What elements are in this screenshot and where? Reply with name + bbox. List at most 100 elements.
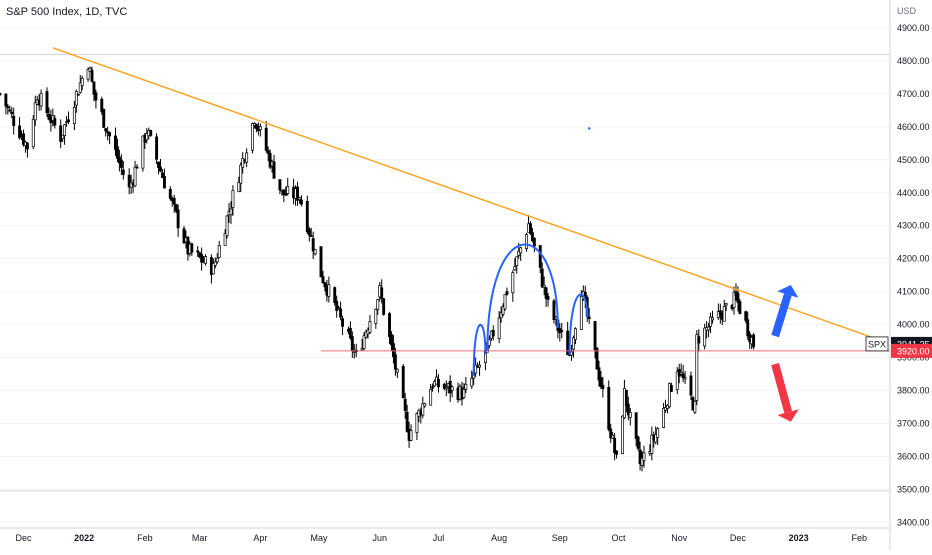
candle-body [114,135,117,150]
candle-body [415,413,419,433]
x-tick-label: Jul [433,533,445,543]
pattern-arc [472,323,487,376]
candle-body [12,115,16,126]
candle-body [100,98,104,112]
candle-body [636,436,640,449]
candle-body [621,415,624,455]
candle-body [574,328,577,340]
x-tick-label: Apr [253,533,267,543]
y-tick-label: 4400.00 [897,188,930,198]
candle-body [129,182,133,188]
candle-body [429,389,433,406]
candle-body [321,276,325,283]
candle-body [403,398,407,411]
candle-body [335,300,339,311]
candle-body [642,452,646,461]
candle-body [215,257,219,263]
candle-body [4,93,8,107]
x-tick-label: Mar [192,533,208,543]
resistance-trendline [52,47,874,339]
candle-body [337,307,341,309]
candle-body [497,317,501,340]
candle-body [517,250,521,256]
candle-body [264,127,268,151]
candle-body [462,388,466,398]
candle-body [478,364,482,368]
candle-body [640,457,644,466]
up-arrow-shaft [771,293,792,338]
candle-body [258,126,262,131]
candle-body [542,284,546,288]
candle-body [0,93,2,95]
candle-body [213,261,217,266]
candle-body [231,190,235,208]
candle-body [395,368,399,373]
candle-body [487,339,491,346]
candle-body [313,249,317,255]
y-tick-label: 3700.00 [897,418,930,428]
candle-body [200,254,204,263]
y-tick-label: 4300.00 [897,221,930,231]
candle-body [348,327,352,339]
candle-body [225,215,229,237]
candle-body [104,128,108,132]
candle-body [560,330,564,332]
candle-body [681,373,685,379]
candle-body [511,272,515,294]
candle-body [724,303,728,306]
candle-body [92,81,96,95]
chart-title: S&P 500 Index, 1D, TVC [6,6,128,18]
candle-body [59,125,63,142]
support-price-text: 3920.00 [897,346,930,356]
candle-body [121,169,125,175]
candle-body [159,166,162,172]
candle-body [595,347,599,370]
candle-body [172,197,176,205]
candle-body [374,308,378,324]
y-tick-label: 4900.00 [897,23,930,33]
candle-body [669,385,673,392]
candle-body [525,234,528,250]
symbol-tag-text: SPX [868,339,886,349]
candle-body [162,176,166,189]
candle-body [323,282,327,288]
candle-body [662,407,666,428]
candle-body [241,158,245,168]
x-tick-label: Dec [15,533,32,543]
candle-body [72,106,76,125]
candle-body [278,179,282,191]
candle-body [391,343,395,358]
candle-body [638,449,642,465]
candle-body [352,351,356,353]
y-tick-label: 3400.00 [897,517,930,527]
candle-body [74,91,78,106]
candle-body [115,146,119,159]
y-tick-label: 3800.00 [897,385,930,395]
candle-body [736,292,740,303]
candle-body [442,383,446,389]
marker-dot [587,127,591,130]
candle-body [127,174,131,188]
candle-body [615,450,619,455]
candle-body [65,121,69,123]
candle-body [613,437,617,454]
candle-body [80,77,84,86]
candle-body [229,208,233,216]
candle-body [390,334,393,346]
y-tick-label: 4000.00 [897,320,930,330]
candle-body [333,287,337,304]
candle-body [464,383,468,390]
candle-body [217,245,221,258]
candle-body [650,434,654,454]
candle-body [431,386,435,389]
candle-body [544,287,548,299]
candle-body [94,92,98,101]
candle-body [39,93,43,107]
candle-body [624,389,628,407]
candle-body [364,331,368,338]
candle-body [718,310,722,316]
candle-body [599,377,603,388]
candle-body [61,134,65,140]
